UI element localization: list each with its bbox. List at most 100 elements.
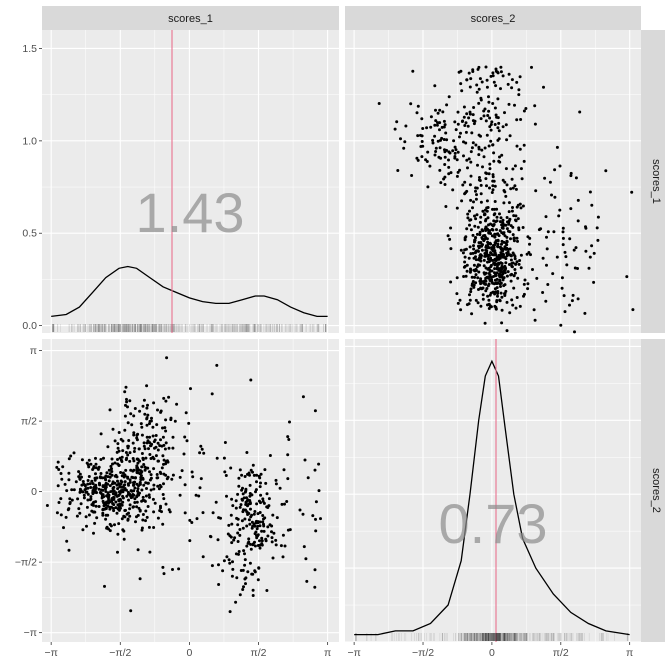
- scatter-point-tr-639: [447, 158, 450, 162]
- scatter-point-bl-771: [121, 494, 125, 498]
- scatter-point-bl-700: [123, 390, 127, 394]
- scatter-point-tr-584: [496, 238, 500, 242]
- scatter-point-bl-138: [152, 487, 156, 491]
- scatter-point-tr-761: [513, 103, 516, 107]
- scatter-point-bl-794: [132, 483, 135, 487]
- scatter-point-bl-802: [136, 489, 140, 493]
- scatter-point-tr-10: [516, 276, 520, 280]
- scatter-point-tr-258: [517, 262, 521, 266]
- scatter-point-tr-308: [489, 128, 493, 132]
- scatter-point-tr-891: [493, 261, 497, 265]
- scatter-point-tr-875: [494, 281, 498, 285]
- scatter-point-bl-456: [263, 468, 267, 472]
- scatter-point-tr-782: [484, 276, 488, 280]
- scatter-point-tr-600: [434, 150, 438, 153]
- scatter-point-tr-92: [444, 131, 448, 135]
- scatter-point-tr-408: [496, 126, 500, 130]
- scatter-point-bl-399: [188, 518, 192, 522]
- scatter-point-tr-333: [488, 116, 492, 120]
- scatter-point-bl-852: [241, 498, 244, 502]
- scatter-point-tr-415: [449, 247, 453, 251]
- scatter-point-tr-186: [421, 144, 425, 148]
- scatter-point-bl-612: [111, 427, 115, 431]
- scatter-point-tr-184: [479, 304, 483, 308]
- scatter-point-bl-793: [180, 469, 184, 473]
- scatter-point-tr-355: [436, 121, 439, 125]
- scatter-point-tr-653: [470, 282, 474, 286]
- scatter-point-tr-373: [487, 223, 490, 227]
- scatter-point-tr-794: [433, 123, 437, 127]
- scatter-point-tr-483: [555, 255, 559, 259]
- scatter-point-bl-703: [141, 456, 145, 460]
- scatter-point-tr-760: [498, 298, 502, 302]
- scatter-point-tr-734: [482, 213, 486, 217]
- scatter-point-tr-97: [508, 134, 512, 138]
- scatter-point-bl-897: [154, 434, 158, 437]
- scatter-point-bl-742: [241, 486, 244, 490]
- scatter-point-tr-800: [518, 202, 522, 206]
- scatter-point-bl-436: [107, 498, 111, 502]
- scatter-point-bl-806: [133, 497, 137, 501]
- scatter-point-tr-846: [477, 178, 481, 182]
- scatter-point-bl-531: [237, 552, 240, 556]
- scatter-point-tr-819: [498, 272, 501, 276]
- scatter-point-tr-572: [521, 204, 525, 208]
- scatter-point-bl-335: [227, 558, 231, 562]
- scatter-point-bl-257: [109, 524, 113, 528]
- scatter-point-tr-854: [490, 227, 494, 231]
- scatter-point-bl-507: [147, 525, 151, 529]
- scatter-point-tr-778: [504, 257, 508, 261]
- scatter-point-tr-181: [496, 294, 499, 298]
- panel-bottom-left: [42, 339, 339, 642]
- scatter-point-tr-303: [491, 173, 495, 177]
- scatter-point-bl-232: [219, 516, 222, 520]
- scatter-point-bl-508: [143, 468, 147, 472]
- scatter-point-bl-846: [126, 444, 130, 448]
- scatter-point-tr-613: [588, 190, 592, 194]
- scatter-point-tr-169: [451, 149, 455, 153]
- scatter-point-tr-17: [478, 233, 482, 237]
- scatter-point-bl-353: [184, 411, 188, 415]
- scatter-point-tr-398: [466, 212, 470, 216]
- scatter-point-tr-868: [495, 265, 499, 269]
- scatter-point-bl-323: [286, 435, 290, 439]
- scatter-point-bl-878: [251, 543, 255, 547]
- scatter-point-tr-307: [515, 260, 519, 264]
- scatter-point-tr-538: [493, 207, 496, 211]
- scatter-point-bl-28: [236, 540, 240, 543]
- scatter-point-bl-347: [260, 536, 264, 540]
- scatter-point-tr-144: [455, 174, 459, 178]
- scatter-point-tr-881: [487, 246, 491, 250]
- scatter-point-bl-740: [288, 528, 292, 532]
- scatter-point-tr-713: [499, 87, 502, 91]
- scatter-point-bl-701: [83, 483, 86, 487]
- scatter-point-tr-833: [495, 257, 499, 261]
- scatter-point-tr-793: [466, 124, 470, 128]
- scatter-point-tr-285: [396, 169, 400, 172]
- scatter-point-bl-497: [237, 476, 241, 480]
- scatter-point-tr-856: [509, 254, 513, 258]
- scatter-point-tr-168: [505, 183, 509, 187]
- scatter-point-bl-214: [99, 432, 103, 436]
- scatter-point-bl-90: [88, 482, 92, 486]
- scatter-point-tr-251: [519, 253, 523, 257]
- scatter-point-tr-614: [498, 267, 502, 270]
- scatter-point-tr-774: [399, 137, 402, 141]
- scatter-point-bl-689: [301, 512, 305, 516]
- scatter-point-tr-732: [487, 253, 491, 257]
- scatter-point-tr-759: [489, 278, 493, 282]
- scatter-point-tr-683: [489, 242, 493, 246]
- x-tick-label-bl-0: −π: [44, 647, 57, 659]
- scatter-point-bl-820: [314, 529, 318, 533]
- scatter-point-bl-25: [55, 465, 59, 469]
- scatter-point-bl-682: [111, 502, 115, 505]
- scatter-point-bl-658: [68, 501, 72, 504]
- scatter-point-tr-447: [475, 90, 479, 94]
- scatter-point-bl-173: [305, 579, 309, 583]
- scatter-point-tr-497: [502, 224, 505, 228]
- correlation-label-scores-1: 1.43: [136, 181, 245, 244]
- scatter-point-bl-883: [77, 507, 81, 511]
- scatter-point-tr-284: [492, 179, 496, 183]
- scatter-point-tr-650: [604, 169, 608, 173]
- scatter-point-bl-102: [167, 395, 171, 399]
